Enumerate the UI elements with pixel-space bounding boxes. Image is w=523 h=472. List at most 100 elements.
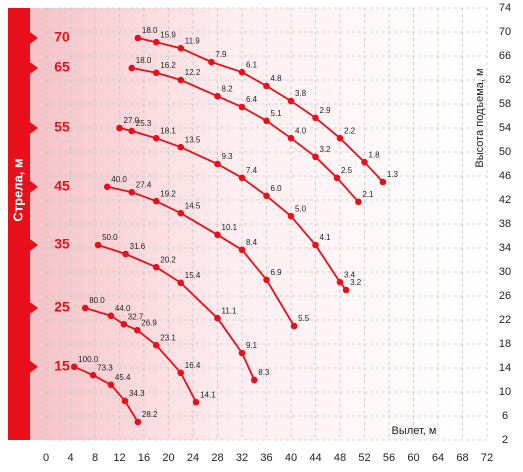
point bbox=[312, 153, 319, 161]
point bbox=[263, 117, 270, 125]
series-label: 65 bbox=[54, 59, 70, 75]
point-label: 19.2 bbox=[160, 189, 176, 198]
point bbox=[103, 183, 111, 191]
series-line bbox=[131, 67, 360, 203]
point bbox=[177, 369, 185, 377]
point-label: 44.0 bbox=[115, 304, 131, 313]
point bbox=[128, 127, 136, 135]
point bbox=[81, 304, 89, 312]
boom-marker bbox=[30, 180, 38, 193]
point bbox=[70, 363, 78, 371]
point bbox=[361, 158, 368, 166]
x-tick-label: 72 bbox=[481, 452, 493, 464]
point bbox=[263, 276, 270, 284]
point bbox=[152, 38, 160, 46]
point bbox=[214, 231, 221, 239]
point-label: 10.1 bbox=[222, 223, 238, 232]
point-label: 23.1 bbox=[160, 333, 176, 342]
boom-marker bbox=[30, 122, 38, 134]
point bbox=[177, 76, 185, 84]
point bbox=[134, 34, 142, 42]
point-label: 3.2 bbox=[320, 145, 332, 154]
point-label: 2.2 bbox=[344, 126, 356, 135]
point-label: 2.1 bbox=[362, 190, 374, 199]
point-label: 73.3 bbox=[97, 363, 113, 372]
point-label: 4.1 bbox=[320, 233, 332, 242]
point-label: 40.0 bbox=[111, 175, 127, 184]
point bbox=[238, 174, 246, 182]
point-label: 15.9 bbox=[160, 30, 176, 39]
point-label: 13.5 bbox=[185, 135, 201, 144]
point bbox=[120, 320, 128, 328]
boom-title: Стрела, м bbox=[10, 158, 25, 221]
point-label: 50.0 bbox=[102, 233, 118, 242]
point-label: 45.4 bbox=[115, 373, 131, 382]
point bbox=[133, 326, 141, 334]
point-label: 14.1 bbox=[200, 390, 216, 399]
y-tick-label: 66 bbox=[499, 50, 511, 62]
x-tick-label: 52 bbox=[358, 452, 370, 464]
point bbox=[107, 312, 115, 320]
point-label: 26.9 bbox=[141, 318, 157, 327]
point bbox=[287, 212, 295, 220]
boom-marker bbox=[30, 302, 38, 314]
point bbox=[107, 381, 115, 389]
point-label: 14.5 bbox=[185, 201, 201, 210]
point bbox=[238, 103, 246, 111]
y-tick-label: 30 bbox=[499, 266, 511, 278]
boom-marker bbox=[30, 32, 38, 44]
point bbox=[214, 314, 221, 322]
point-label: 15.4 bbox=[185, 271, 201, 280]
point bbox=[238, 349, 246, 357]
point-label: 6.0 bbox=[271, 184, 283, 193]
point bbox=[94, 241, 102, 249]
point bbox=[116, 124, 123, 132]
point-label: 34.3 bbox=[129, 389, 145, 398]
point-label: 31.6 bbox=[130, 242, 146, 251]
boom-marker bbox=[30, 239, 38, 251]
x-tick-label: 20 bbox=[162, 452, 174, 464]
x-tick-label: 0 bbox=[43, 452, 49, 464]
point bbox=[263, 82, 270, 90]
point-label: 32.7 bbox=[128, 312, 144, 321]
point bbox=[152, 341, 160, 349]
point-label: 4.0 bbox=[295, 126, 307, 135]
point bbox=[238, 68, 246, 76]
point bbox=[312, 114, 319, 122]
x-tick-label: 68 bbox=[456, 452, 468, 464]
x-tick-label: 24 bbox=[187, 452, 199, 464]
point bbox=[336, 278, 344, 286]
point-label: 6.1 bbox=[246, 60, 258, 69]
point bbox=[290, 322, 298, 330]
point-label: 18.0 bbox=[136, 56, 152, 65]
point bbox=[214, 92, 221, 100]
point-label: 16.4 bbox=[185, 361, 201, 370]
y-tick-label: 58 bbox=[499, 98, 511, 110]
point bbox=[312, 241, 319, 249]
point-label: 8.2 bbox=[222, 84, 234, 93]
y-tick-label: 62 bbox=[499, 74, 511, 86]
point-label: 3.4 bbox=[344, 270, 356, 279]
point bbox=[177, 209, 185, 217]
x-tick-label: 60 bbox=[407, 452, 419, 464]
point bbox=[287, 97, 295, 105]
y-tick-label: 2 bbox=[502, 434, 508, 446]
point-label: 1.3 bbox=[387, 170, 399, 179]
point bbox=[177, 44, 185, 52]
point bbox=[379, 178, 387, 186]
boom-marker bbox=[30, 360, 38, 373]
point-label: 6.9 bbox=[271, 268, 283, 277]
x-tick-label: 32 bbox=[236, 452, 248, 464]
series-line bbox=[107, 185, 295, 327]
series-label: 15 bbox=[54, 358, 70, 374]
y-tick-label: 10 bbox=[499, 386, 511, 398]
point bbox=[152, 69, 160, 77]
point-label: 28.2 bbox=[142, 410, 158, 419]
point bbox=[177, 279, 185, 287]
point-label: 25.3 bbox=[136, 119, 152, 128]
point-label: 1.8 bbox=[369, 150, 381, 159]
point-label: 2.9 bbox=[320, 106, 332, 115]
point bbox=[214, 160, 221, 168]
y-tick-label: 22 bbox=[499, 314, 511, 326]
